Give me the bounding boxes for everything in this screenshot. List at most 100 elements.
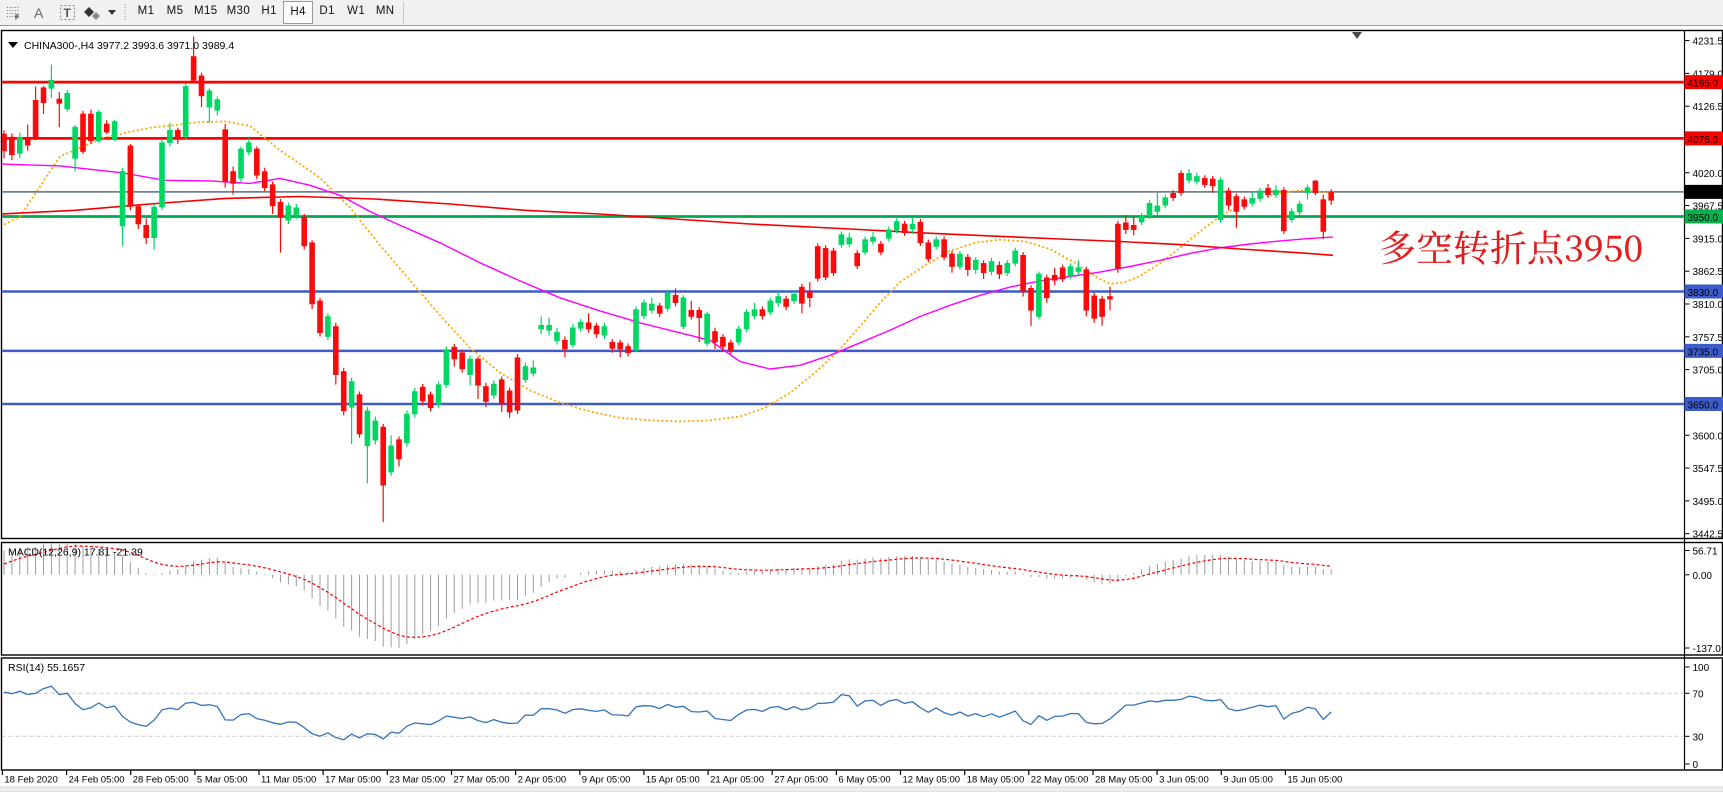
candle-18[interactable] (143, 218, 149, 244)
candle-2[interactable] (16, 132, 23, 159)
candle-69[interactable] (546, 317, 552, 336)
text-label-icon[interactable]: T (56, 3, 78, 23)
candle-42[interactable] (332, 322, 339, 385)
dropdown-caret-icon[interactable] (107, 3, 118, 23)
timeframe-button-m15[interactable]: M15 (194, 5, 218, 17)
candle-109[interactable] (862, 236, 868, 256)
candle-85[interactable] (672, 288, 679, 307)
candle-43[interactable] (340, 367, 347, 416)
candle-157[interactable] (1241, 196, 1248, 210)
candle-84[interactable] (664, 289, 671, 312)
candle-128[interactable] (1012, 247, 1019, 267)
candle-23[interactable] (182, 83, 189, 139)
candle-165[interactable] (1304, 184, 1311, 200)
candle-138[interactable] (1091, 292, 1097, 323)
candle-126[interactable] (996, 261, 1003, 280)
candle-41[interactable] (325, 313, 331, 341)
candle-40[interactable] (317, 297, 323, 337)
candle-162[interactable] (1281, 187, 1287, 234)
candle-19[interactable] (151, 204, 157, 250)
timeframe-button-h1[interactable]: H1 (261, 5, 277, 17)
candle-36[interactable] (285, 202, 292, 224)
candle-167[interactable] (1320, 194, 1327, 239)
candle-57[interactable] (451, 344, 458, 367)
candle-99[interactable] (783, 295, 789, 311)
candle-44[interactable] (348, 377, 355, 444)
candle-48[interactable] (380, 424, 387, 523)
candle-153[interactable] (1209, 175, 1216, 193)
candle-151[interactable] (1194, 172, 1200, 185)
candle-38[interactable] (301, 214, 308, 250)
candle-117[interactable] (925, 239, 932, 263)
candle-12[interactable] (96, 109, 102, 143)
candle-159[interactable] (1257, 187, 1263, 202)
candle-80[interactable] (633, 306, 639, 353)
candle-64[interactable] (506, 387, 513, 418)
candle-10[interactable] (80, 110, 86, 154)
timeframe-button-w1[interactable]: W1 (347, 5, 366, 17)
candle-134[interactable] (1059, 264, 1066, 283)
candle-78[interactable] (617, 339, 624, 358)
candle-95[interactable] (751, 302, 758, 319)
candle-70[interactable] (554, 327, 560, 345)
candle-0[interactable] (2, 130, 7, 159)
candle-150[interactable] (1186, 169, 1192, 184)
candle-37[interactable] (293, 204, 300, 219)
arrows-icon[interactable] (83, 3, 107, 23)
candle-143[interactable] (1130, 216, 1137, 236)
candle-166[interactable] (1312, 180, 1319, 196)
candle-132[interactable] (1044, 274, 1050, 303)
candle-14[interactable] (111, 119, 118, 141)
candle-76[interactable] (601, 322, 608, 339)
candle-160[interactable] (1265, 184, 1271, 198)
candle-46[interactable] (364, 407, 371, 484)
candle-87[interactable] (688, 300, 695, 320)
candle-65[interactable] (514, 354, 521, 414)
candle-4[interactable] (32, 86, 39, 141)
candle-39[interactable] (309, 240, 315, 309)
candle-113[interactable] (893, 218, 900, 234)
candle-9[interactable] (72, 125, 78, 172)
candle-53[interactable] (419, 384, 426, 406)
candle-35[interactable] (277, 199, 284, 253)
candle-102[interactable] (806, 282, 813, 308)
candle-90[interactable] (712, 327, 718, 349)
candle-120[interactable] (949, 250, 955, 273)
candle-22[interactable] (175, 127, 181, 144)
candle-152[interactable] (1202, 175, 1208, 188)
candle-161[interactable] (1273, 185, 1279, 198)
candle-137[interactable] (1083, 266, 1090, 317)
candle-140[interactable] (1107, 286, 1113, 311)
candle-16[interactable] (127, 144, 134, 211)
candle-27[interactable] (214, 96, 221, 116)
candle-63[interactable] (498, 376, 505, 413)
candle-50[interactable] (396, 436, 402, 467)
timeframe-button-h4[interactable]: H4 (283, 1, 314, 24)
main-panel[interactable] (0, 36, 1685, 523)
candle-83[interactable] (656, 302, 663, 318)
timeframe-button-m5[interactable]: M5 (166, 5, 184, 17)
candle-127[interactable] (1004, 260, 1011, 276)
macd-panel[interactable] (3, 541, 1332, 648)
candle-21[interactable] (167, 122, 173, 147)
candle-96[interactable] (759, 306, 766, 320)
candle-58[interactable] (459, 349, 466, 373)
candle-111[interactable] (878, 240, 884, 256)
candle-145[interactable] (1146, 200, 1153, 219)
toolbar-separator-handle[interactable] (123, 4, 128, 21)
candle-103[interactable] (814, 243, 821, 282)
candle-91[interactable] (720, 334, 726, 351)
candle-93[interactable] (735, 325, 742, 346)
candle-1[interactable] (9, 133, 15, 161)
candle-92[interactable] (727, 339, 734, 354)
candle-62[interactable] (490, 380, 497, 399)
candle-68[interactable] (538, 316, 545, 335)
candle-156[interactable] (1233, 193, 1240, 228)
candle-105[interactable] (830, 247, 837, 276)
candle-148[interactable] (1170, 190, 1176, 201)
candle-15[interactable] (119, 167, 126, 246)
fibonacci-icon[interactable]: F (2, 3, 24, 23)
candle-142[interactable] (1123, 215, 1129, 234)
candle-17[interactable] (135, 204, 142, 229)
